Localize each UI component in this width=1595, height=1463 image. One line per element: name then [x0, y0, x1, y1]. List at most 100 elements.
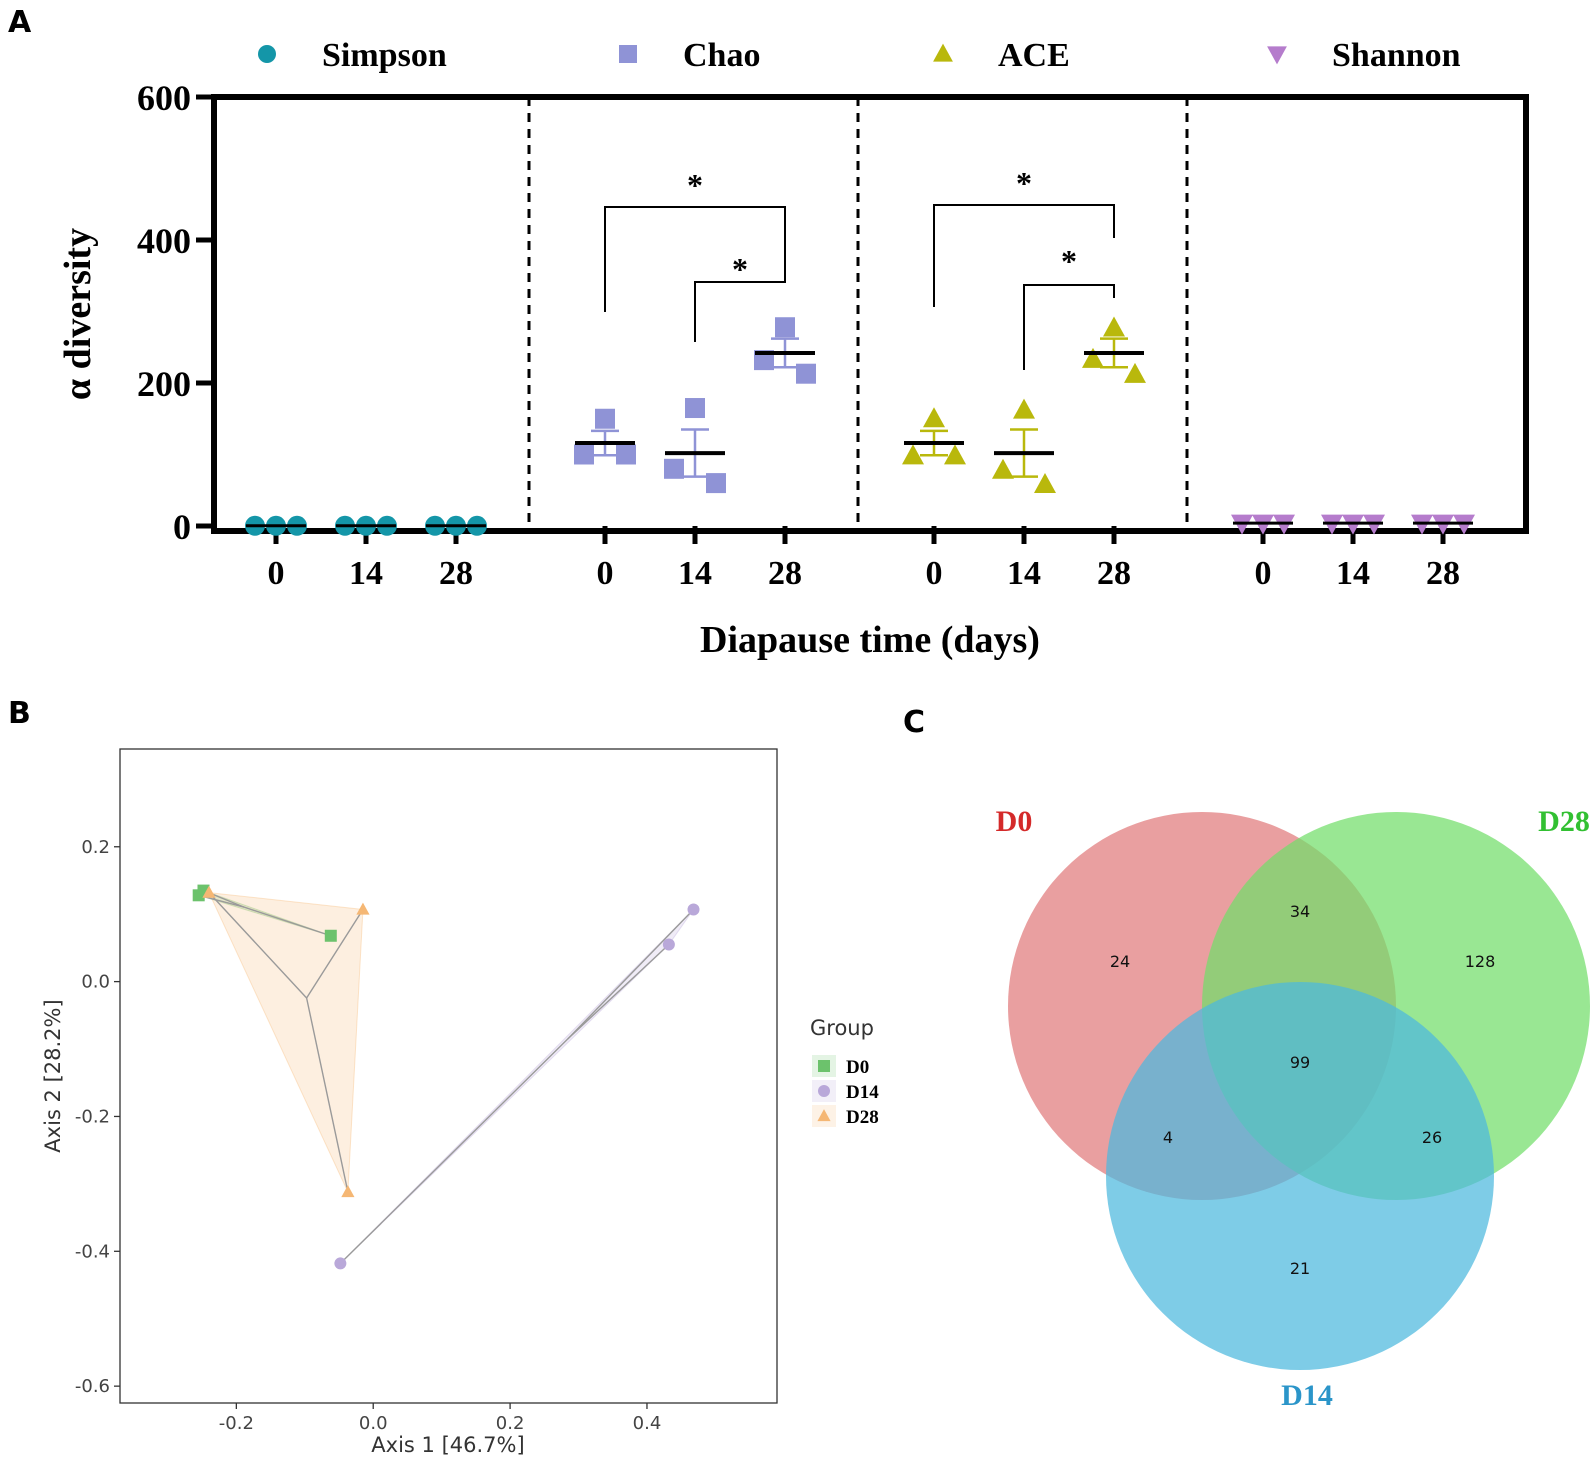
panel-label-b: B [8, 696, 31, 731]
x-tick-label-b: -0.2 [219, 1413, 254, 1434]
legend-label-d14: D14 [846, 1082, 879, 1103]
significance-brackets-a: * * * * [604, 165, 1115, 370]
centroid-lines-b [198, 889, 695, 1264]
data-point-d14 [662, 938, 675, 951]
x-tick-label-a: 0 [1255, 555, 1272, 592]
x-tick-label-a: 28 [1097, 555, 1131, 592]
data-point-chao [664, 458, 684, 479]
legend-marker-shannon [1267, 46, 1287, 65]
y-axis-label-b: Axis 2 [28.2%] [41, 999, 65, 1152]
legend-label-d0: D0 [846, 1057, 869, 1078]
data-point-ace [1013, 398, 1035, 419]
centroid-line-d28 [208, 892, 308, 999]
legend-marker-d14 [818, 1085, 830, 1097]
venn-set-labels: D0 D28 D14 [996, 805, 1590, 1412]
x-tick-label-a: 14 [1336, 555, 1370, 592]
legend-title-b: Group [810, 1016, 874, 1040]
data-point-chao [796, 363, 816, 384]
y-tick-label-a: 0 [173, 507, 191, 547]
data-point-d28 [202, 885, 216, 898]
x-axis-b: -0.2 0.0 0.2 0.4 [219, 1403, 661, 1434]
y-tick-label-b: -0.2 [75, 1106, 110, 1127]
x-tick-label-b: 0.2 [496, 1413, 525, 1434]
venn-region-counts: 24 128 21 34 4 26 99 [1110, 902, 1495, 1278]
plot-frame-a [211, 94, 1529, 534]
data-point-ace [944, 444, 966, 465]
x-tick-label-a: 14 [349, 555, 383, 592]
x-tick-label-a: 0 [268, 555, 285, 592]
x-axis-label-a: Diapause time (days) [700, 619, 1040, 661]
data-point-d14 [687, 903, 700, 916]
panel-label-a: A [8, 5, 32, 40]
hull-d28 [208, 892, 364, 1193]
y-axis-a: 0 200 400 600 [137, 78, 214, 547]
legend-a: Simpson Chao ACE Shannon [258, 37, 1461, 74]
legend-b: Group D0 D14 D28 [810, 1016, 879, 1128]
significance-bracket [1023, 284, 1115, 370]
x-tick-label-a: 14 [678, 555, 712, 592]
data-point-d28 [341, 1185, 355, 1198]
centroid-line-d0 [244, 906, 332, 937]
data-points-b [192, 884, 700, 1270]
panel-b-pcoa-plot: B -0.2 0.0 0.2 0.4 0.2 0.0 -0.2 -0.4 -0.6 Axis … [8, 696, 879, 1457]
venn-circles [1008, 812, 1590, 1370]
venn-count-d14-only: 21 [1290, 1259, 1310, 1278]
data-point-d0 [324, 929, 337, 942]
y-tick-label-a: 200 [137, 364, 191, 404]
data-point-ace [992, 458, 1014, 479]
venn-count-d0-d28-d14: 99 [1290, 1053, 1310, 1072]
x-tick-label-a: 28 [768, 555, 802, 592]
y-tick-label-b: 0.2 [81, 837, 110, 858]
data-point-ace [1034, 473, 1056, 494]
venn-label-d14: D14 [1281, 1379, 1333, 1412]
data-point-d28 [356, 902, 370, 915]
venn-label-d0: D0 [996, 805, 1033, 838]
legend-label-d28: D28 [846, 1107, 879, 1128]
x-axis-label-b: Axis 1 [46.7%] [371, 1433, 524, 1457]
panel-c-venn-diagram: C 24 128 21 34 4 26 99 D0 D28 D14 [903, 705, 1590, 1412]
legend-marker-d0 [818, 1060, 830, 1072]
centroid-line-d14 [567, 908, 695, 1040]
panel-label-c: C [903, 705, 925, 740]
legend-marker-d28 [817, 1109, 831, 1122]
legend-label-ace: ACE [998, 37, 1070, 74]
data-points-a [245, 316, 1475, 536]
x-tick-label-a: 0 [597, 555, 614, 592]
significance-bracket [694, 255, 786, 342]
data-point-chao [595, 408, 615, 429]
data-point-chao [685, 398, 705, 419]
venn-circle-d14 [1106, 982, 1494, 1370]
venn-count-d0-only: 24 [1110, 952, 1130, 971]
data-point-d14 [334, 1257, 347, 1270]
y-tick-label-a: 400 [137, 221, 191, 261]
venn-count-d0-d14: 4 [1163, 1128, 1173, 1147]
centroid-line-d28 [305, 997, 349, 1193]
x-tick-label-b: 0.0 [359, 1413, 388, 1434]
data-point-chao [775, 317, 795, 338]
data-point-chao [574, 444, 594, 465]
data-point-chao [754, 350, 774, 371]
significance-star: * [1061, 243, 1077, 279]
y-tick-label-b: 0.0 [81, 972, 110, 993]
legend-marker-chao [619, 45, 637, 63]
plot-frame-b [119, 748, 778, 1404]
centroid-line-d14 [567, 944, 670, 1040]
data-point-ace [1103, 316, 1125, 337]
panel-a-alpha-diversity-chart: A Simpson Chao ACE Shannon 0 200 400 600 0 14 28… [8, 5, 1529, 661]
data-point-ace [1082, 347, 1104, 368]
legend-label-simpson: Simpson [322, 37, 447, 74]
data-point-ace [923, 407, 945, 428]
venn-count-d0-d28: 34 [1290, 902, 1310, 921]
data-point-chao [616, 444, 636, 465]
venn-count-d28-only: 128 [1465, 952, 1496, 971]
y-tick-label-b: -0.4 [75, 1241, 110, 1262]
y-axis-b: 0.2 0.0 -0.2 -0.4 -0.6 [75, 837, 120, 1397]
y-tick-label-b: -0.6 [75, 1376, 110, 1397]
x-tick-label-a: 28 [1426, 555, 1460, 592]
dividers-a [527, 97, 1189, 526]
legend-label-shannon: Shannon [1332, 37, 1461, 74]
venn-count-d28-d14: 26 [1422, 1128, 1442, 1147]
significance-bracket [933, 204, 1115, 307]
significance-bracket [604, 206, 786, 312]
